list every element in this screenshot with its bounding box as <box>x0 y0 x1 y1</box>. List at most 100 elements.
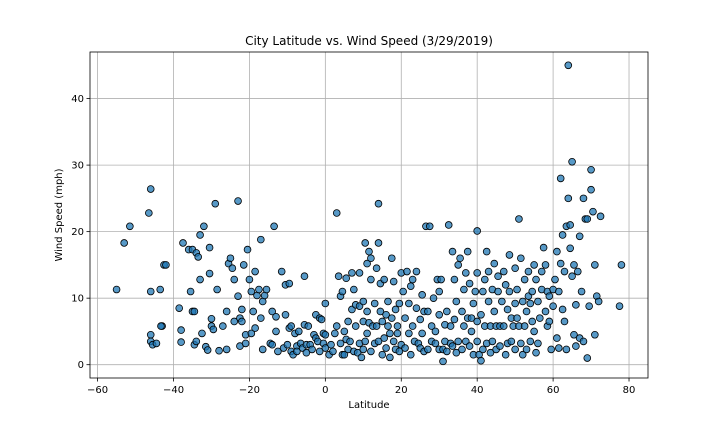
data-point <box>570 330 578 339</box>
data-point <box>553 334 561 342</box>
data-point <box>465 279 474 288</box>
data-point <box>294 327 303 336</box>
data-point <box>198 329 206 338</box>
data-point <box>344 317 352 326</box>
x-axis-ticks: −60 −40 −20 0 20 40 60 80 <box>87 378 635 396</box>
data-point <box>461 269 470 277</box>
grid-lines <box>90 52 648 378</box>
data-point <box>365 247 373 256</box>
data-point <box>247 287 256 296</box>
data-point <box>251 324 259 332</box>
data-point <box>340 327 349 336</box>
x-tick-label: 40 <box>471 385 484 396</box>
data-point <box>363 329 371 338</box>
data-point <box>450 275 459 284</box>
data-point <box>448 342 457 350</box>
data-point <box>112 285 121 294</box>
data-point <box>435 287 444 296</box>
data-point <box>460 285 468 294</box>
data-point <box>490 307 499 316</box>
data-point <box>272 327 280 336</box>
data-point <box>393 329 402 338</box>
data-point <box>287 322 295 330</box>
y-axis-label: Wind Speed (mph) <box>54 168 65 261</box>
data-point <box>511 345 519 354</box>
data-point <box>427 322 436 330</box>
data-point <box>425 222 434 231</box>
data-point <box>363 259 371 268</box>
data-point <box>321 330 330 339</box>
data-point <box>454 261 463 269</box>
data-point <box>499 267 508 276</box>
data-point <box>424 345 432 354</box>
data-point <box>219 322 227 330</box>
chart-title: City Latitude vs. Wind Speed (3/29/2019) <box>245 34 493 48</box>
data-point <box>583 215 592 223</box>
data-point <box>386 353 394 362</box>
data-point <box>424 307 432 316</box>
x-tick-label: −40 <box>163 385 184 396</box>
data-point <box>456 254 464 263</box>
data-point <box>205 269 214 278</box>
data-point <box>448 247 457 256</box>
data-point <box>234 197 242 205</box>
data-point <box>435 310 444 319</box>
x-tick-label: 60 <box>547 385 560 396</box>
data-point <box>387 254 396 263</box>
data-point <box>554 287 563 296</box>
data-point <box>579 337 588 346</box>
data-point <box>554 344 563 352</box>
data-point <box>526 337 535 346</box>
data-point <box>340 350 349 359</box>
data-point <box>589 207 597 216</box>
data-point <box>190 307 199 316</box>
data-point <box>505 251 514 259</box>
data-point <box>329 347 337 356</box>
y-tick-label: 40 <box>71 94 84 105</box>
data-point <box>230 317 239 326</box>
data-point <box>452 348 461 357</box>
data-point <box>560 317 569 326</box>
data-point <box>238 305 246 314</box>
data-point <box>526 299 535 308</box>
data-point <box>332 322 341 330</box>
data-point <box>403 267 411 276</box>
data-point <box>406 282 415 290</box>
data-point <box>536 314 544 322</box>
data-point <box>370 299 379 308</box>
data-point <box>517 339 525 348</box>
data-point <box>496 342 504 350</box>
data-point <box>380 334 388 342</box>
data-point <box>439 357 447 366</box>
data-point <box>380 275 388 284</box>
x-tick-label: −60 <box>87 385 108 396</box>
data-point <box>308 345 316 354</box>
data-point <box>558 305 567 314</box>
data-point <box>412 267 421 276</box>
data-point <box>247 329 256 338</box>
data-point <box>332 209 341 217</box>
data-point <box>594 297 603 306</box>
data-point <box>200 222 208 231</box>
data-point <box>401 344 409 352</box>
data-point <box>395 299 404 308</box>
data-point <box>359 345 368 354</box>
data-point <box>553 247 561 256</box>
data-point <box>342 274 351 283</box>
data-point <box>408 322 417 330</box>
data-point <box>541 307 550 316</box>
data-point <box>520 275 529 284</box>
data-point <box>120 239 128 247</box>
data-point <box>257 314 265 322</box>
data-point <box>469 299 478 308</box>
data-point <box>539 243 548 252</box>
data-point <box>350 285 358 294</box>
data-point <box>463 247 472 256</box>
data-point <box>494 287 502 296</box>
data-point <box>145 209 153 217</box>
data-point <box>389 337 398 346</box>
data-point <box>238 317 246 326</box>
data-point <box>558 231 567 239</box>
data-point <box>285 279 294 288</box>
